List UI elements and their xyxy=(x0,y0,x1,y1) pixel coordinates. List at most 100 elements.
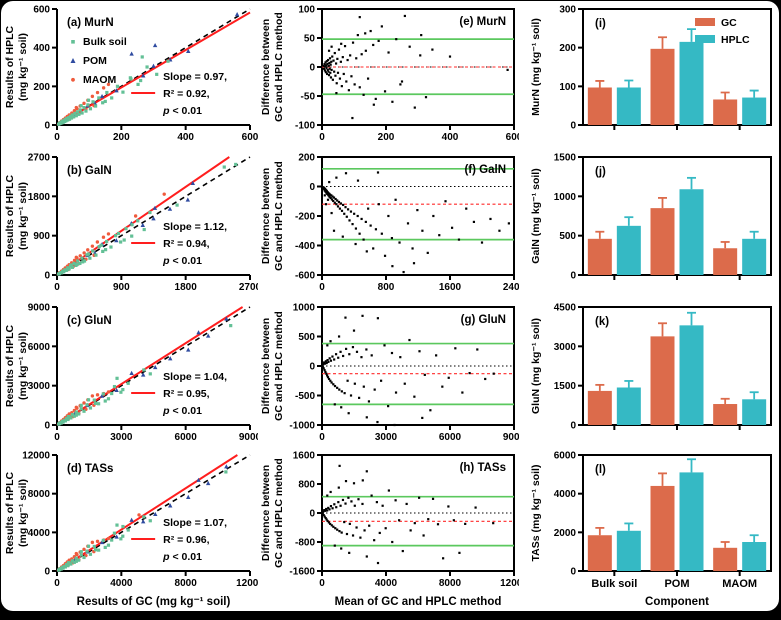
p-value-annotation: p < 0.01 xyxy=(162,105,202,117)
x-tick-label: 0 xyxy=(319,282,325,293)
points-bulk xyxy=(57,324,233,426)
y-tick-label: 500 xyxy=(298,332,315,343)
bar-hplc-2 xyxy=(742,238,767,275)
difference-points xyxy=(322,14,509,120)
x-axis-title: Results of GC (mg kg⁻¹ soil) xyxy=(77,596,231,608)
gc-legend-swatch-icon xyxy=(695,18,715,26)
panel-f: 0 800 1600 2400 -600 -400 -200 0 200 (f) GalN Diff… xyxy=(258,149,519,299)
y-tick-label: 0 xyxy=(44,567,50,578)
y-axis-title-line1: Results of HPLC xyxy=(4,324,16,407)
difference-points xyxy=(321,171,510,274)
panel-title: (b) GalN xyxy=(67,165,112,177)
bar-hplc-1 xyxy=(679,41,704,125)
y-axis-title-line2: (mg kg⁻¹ soil) xyxy=(17,33,29,101)
x-tick-label: 0 xyxy=(54,432,60,443)
bland-altman-panel-f: 0 800 1600 2400 -600 -400 -200 0 200 (f) GalN Diff… xyxy=(260,153,519,294)
panel-title: (f) GalN xyxy=(464,164,506,176)
y-tick-label: 600 xyxy=(33,5,50,16)
x-tick-label: 1600 xyxy=(439,282,462,293)
bar-hplc-0 xyxy=(616,225,641,275)
panel-g: 0 3000 6000 9000 -1000 -500 0 500 1000 (g) GluN Di… xyxy=(258,299,519,449)
y-tick-label: 0 xyxy=(309,182,315,193)
x-tick-label: 6000 xyxy=(175,432,198,443)
y-tick-label: 6000 xyxy=(28,342,51,353)
panel-title: (e) MurN xyxy=(459,16,506,28)
y-tick-label: 1500 xyxy=(554,153,577,164)
points-bulk xyxy=(56,162,238,276)
x-tick-label: 0 xyxy=(54,282,60,293)
r2-annotation: R² = 0.96, xyxy=(163,534,209,546)
difference-points xyxy=(321,314,495,427)
x-tick-label: 200 xyxy=(378,132,395,143)
p-value-annotation: p < 0.01 xyxy=(162,551,202,563)
x-tick-label: 9000 xyxy=(503,432,519,443)
y-tick-label: 200 xyxy=(33,82,50,93)
x-tick-label: 3000 xyxy=(110,432,133,443)
y-tick-label: 0 xyxy=(570,421,576,432)
r2-annotation: R² = 0.95, xyxy=(163,388,209,400)
category-label: Bulk soil xyxy=(591,578,637,590)
legend-label: MAOM xyxy=(83,74,116,86)
legend-item: Bulk soil xyxy=(71,36,127,48)
slope-annotation: Slope = 1.04, xyxy=(163,371,227,383)
panel-c: 0 3000 6000 9000 0 3000 6000 9000 (c) GluN Slope … xyxy=(1,299,258,449)
y-axis-title-line2: GC and HPLC method xyxy=(273,311,285,421)
bar-hplc-0 xyxy=(616,387,641,425)
x-tick-label: 2700 xyxy=(239,282,258,293)
bar-gc-0 xyxy=(587,535,612,571)
scatter-panel-c: 0 3000 6000 9000 0 3000 6000 9000 (c) GluN Slope … xyxy=(4,303,258,444)
slope-annotation: Slope = 1.07, xyxy=(163,517,227,529)
y-axis-title: MurN (mg kg⁻¹ soil) xyxy=(530,18,542,116)
y-tick-label: 400 xyxy=(33,43,50,54)
y-tick-label: 0 xyxy=(309,63,315,74)
x-tick-label: 0 xyxy=(319,132,325,143)
x-tick-label: 400 xyxy=(177,132,194,143)
y-tick-label: 3000 xyxy=(28,381,51,392)
panel-h: 0 4000 8000 12000 -1600 -800 0 800 1600 (h) TASs M… xyxy=(258,449,519,611)
y-tick-label: 100 xyxy=(298,5,315,16)
slope-annotation: Slope = 0.97, xyxy=(163,71,227,83)
panel-title: (d) TASs xyxy=(67,463,113,475)
y-axis-title: GluN (mg kg⁻¹ soil) xyxy=(530,318,542,414)
points-bulk xyxy=(57,470,228,572)
panel-i: 0 100 200 300 (i) GC HPLC MurN (mg kg⁻¹ soil) xyxy=(519,1,779,149)
y-axis-title: TASs (mg kg⁻¹ soil) xyxy=(530,465,542,562)
category-label: MAOM xyxy=(722,578,757,590)
y-axis-title-line1: Difference between xyxy=(260,19,272,115)
bar-gc-1 xyxy=(650,485,675,571)
y-axis-title-line1: Results of HPLC xyxy=(4,471,16,554)
bar-gc-0 xyxy=(587,87,612,125)
y-tick-label: -100 xyxy=(295,121,315,132)
y-tick-label: -200 xyxy=(295,212,315,223)
y-axis-title-line1: Difference between xyxy=(260,318,272,414)
panel-j: 0 500 1000 1500 (j) GalN (mg kg⁻¹ soil) xyxy=(519,149,779,299)
bar-gc-1 xyxy=(650,336,675,425)
scatter-panel-d: 0 4000 8000 12000 0 4000 8000 12000 (d) TASs Slop… xyxy=(4,451,258,609)
y-tick-label: -500 xyxy=(295,391,315,402)
x-tick-label: 800 xyxy=(378,282,395,293)
panel-k: 0 1500 3000 4500 (k) GluN (mg kg⁻¹ soil) xyxy=(519,299,779,449)
r2-annotation: R² = 0.94, xyxy=(163,238,209,250)
y-tick-label: 0 xyxy=(570,271,576,282)
bland-altman-panel-e: 0 200 400 600 -100 -50 0 50 100 (e) MurN Differenc… xyxy=(260,5,519,144)
y-tick-label: 0 xyxy=(570,567,576,578)
bar-hplc-0 xyxy=(616,530,641,571)
x-tick-label: 0 xyxy=(54,132,60,143)
bar-panel-j: 0 500 1000 1500 (j) GalN (mg kg⁻¹ soil) xyxy=(530,153,772,282)
legend-item: MAOM xyxy=(71,74,116,86)
panel-title: (h) TASs xyxy=(460,462,506,474)
points-maom xyxy=(57,192,166,275)
points-bulk xyxy=(57,55,170,126)
x-tick-label: 3000 xyxy=(375,432,398,443)
y-tick-label: 0 xyxy=(44,271,50,282)
legend-label: GC xyxy=(721,17,737,29)
x-tick-label: 900 xyxy=(113,282,130,293)
panel-title: (c) GluN xyxy=(67,315,112,327)
y-tick-label: 100 xyxy=(559,82,576,93)
maom-marker-icon xyxy=(71,77,75,82)
x-axis-title: Component xyxy=(645,596,709,608)
r2-annotation: R² = 0.92, xyxy=(163,88,209,100)
bar-panel-l: 0 2000 4000 6000 Bulk soil POM MAOM (l) Componen… xyxy=(530,451,772,608)
bulk-soil-marker-icon xyxy=(71,40,75,44)
x-tick-label: 9000 xyxy=(239,432,258,443)
